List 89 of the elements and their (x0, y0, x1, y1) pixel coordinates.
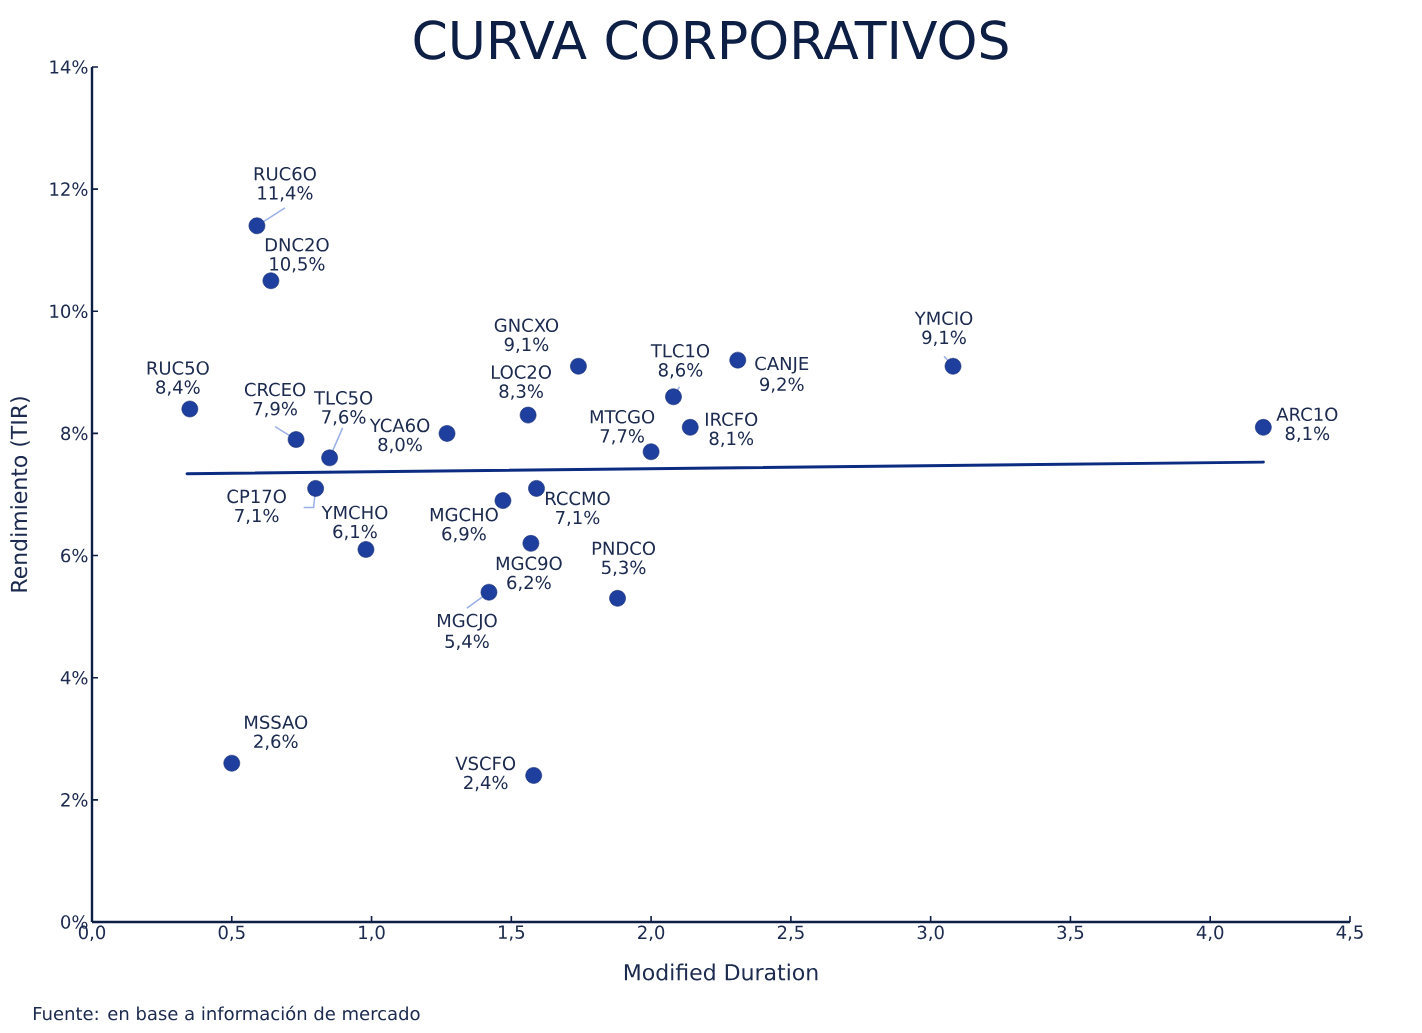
data-label: 2,4% (464, 775, 508, 792)
point (642, 443, 660, 461)
data-label: 10,5% (270, 257, 325, 273)
point (665, 388, 682, 406)
data-label: 6,2% (507, 575, 551, 592)
annotation: MGC9O (496, 556, 562, 571)
point (944, 357, 962, 375)
point (525, 767, 542, 784)
annotation: CRCEO (244, 382, 306, 397)
data-label: 6,9% (442, 526, 486, 543)
point (248, 217, 266, 235)
data-label: 9,1% (504, 337, 549, 353)
annotation: MSSAO (245, 715, 308, 730)
data-label: 7,9% (253, 401, 297, 418)
data-label: 6,1% (333, 524, 377, 541)
x-tick-label: 1,0 (359, 925, 385, 941)
x-tick-label: 0,5 (218, 925, 245, 941)
data-label: 5,3% (602, 560, 646, 577)
data-label: 7,6% (322, 410, 366, 426)
x-tick-label: 4,0 (1196, 925, 1224, 941)
annotation: MGCJO (437, 613, 497, 631)
annotation: LOC2O (491, 365, 551, 379)
annotation: YCA6O (369, 418, 430, 433)
point (223, 754, 241, 772)
y-tick-label: 14% (50, 60, 88, 74)
point (522, 535, 540, 552)
annotation: RUC6O (254, 166, 316, 181)
point (729, 351, 747, 369)
data-label: 7,7% (600, 429, 644, 445)
point (262, 272, 280, 290)
x-tick-label: 2,5 (777, 925, 804, 941)
annotation: YMCHO (321, 505, 388, 520)
annotation: CP17O (227, 489, 286, 504)
data-label: 9,1% (922, 330, 966, 346)
point (287, 431, 305, 448)
y-tick-label: 8% (61, 426, 88, 441)
point (438, 425, 456, 442)
source-note: Fuente: en base a información de mercado (33, 1005, 420, 1021)
x-tick-label: 4,5 (1336, 925, 1363, 941)
annotation: CANJE (755, 356, 809, 374)
point (181, 400, 199, 418)
y-tick-label: 12% (50, 182, 88, 196)
y-tick-label: 2% (61, 793, 88, 807)
data-label: 7,1% (556, 510, 600, 527)
annotation: YMCIO (914, 311, 973, 326)
data-label: 8,1% (709, 431, 754, 448)
annotation: TLC1O (650, 343, 710, 358)
annotation: MTCGO (590, 409, 655, 424)
chart-title: CURVA CORPORATIVOS (414, 20, 1008, 60)
data-label: 9,2% (760, 377, 804, 393)
point (494, 492, 512, 509)
annotation: DNC2O (265, 237, 329, 252)
y-axis-title: Rendimiento (TIR) (10, 397, 30, 592)
annotation: PNDCO (592, 541, 655, 556)
annotation: RCCMO (546, 491, 610, 506)
point (307, 480, 324, 497)
point (609, 590, 626, 607)
annotation: MGCHO (430, 507, 498, 522)
annotation: TLC5O (313, 391, 373, 405)
data-label: 8,1% (1285, 426, 1330, 443)
point (357, 541, 375, 558)
annotation: IRCFO (706, 412, 758, 427)
x-axis-title: Modified Duration (624, 963, 818, 981)
point (570, 357, 587, 375)
y-tick-label: 10% (50, 304, 88, 319)
data-label: 8,0% (378, 437, 422, 454)
x-tick-label: 3,5 (1057, 925, 1084, 941)
data-label: 7,1% (235, 508, 279, 525)
data-label: 2,6% (254, 734, 298, 750)
point (1255, 419, 1272, 436)
annotation: ARC1O (1276, 407, 1338, 422)
data-label: 8,6% (658, 363, 703, 379)
y-tick-label: 6% (61, 548, 88, 563)
x-tick-label: 3,0 (917, 925, 944, 941)
point (480, 583, 498, 601)
point (519, 406, 537, 424)
point (321, 449, 338, 467)
annotation: VSCFO (455, 756, 516, 771)
data-label: 5,4% (445, 634, 489, 650)
data-label: 8,4% (156, 380, 200, 396)
point (528, 480, 545, 497)
point (681, 419, 699, 436)
data-label: 8,3% (499, 384, 543, 400)
y-tick-label: 4% (60, 670, 88, 685)
data-label: 11,4% (258, 186, 313, 202)
annotation: GNCXO (494, 318, 559, 333)
x-tick-label: 2,0 (638, 925, 665, 941)
x-tick-label: 1,5 (499, 925, 525, 941)
annotation: RUC5O (147, 361, 209, 375)
